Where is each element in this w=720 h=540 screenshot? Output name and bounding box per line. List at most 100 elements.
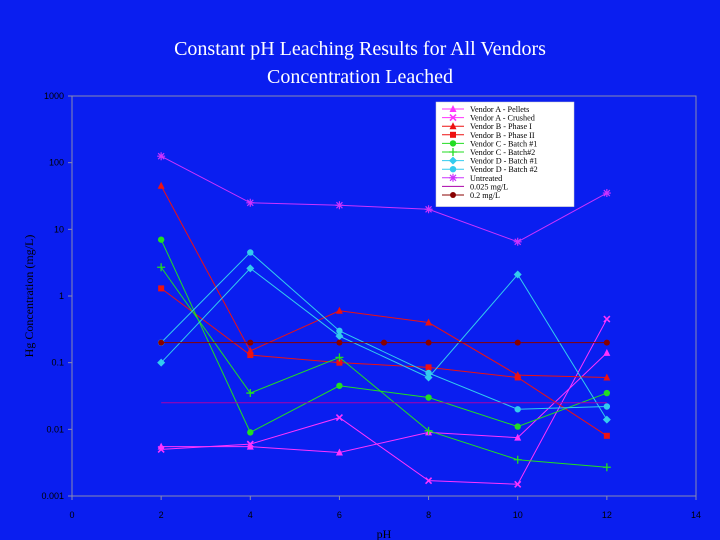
legend-swatch-marker — [449, 140, 457, 147]
legend-label: Untreated — [470, 174, 502, 183]
legend-label: Vendor B - Phase II — [470, 131, 535, 140]
x-tick-label: 12 — [602, 510, 612, 520]
data-point — [157, 445, 165, 453]
data-point — [513, 270, 522, 279]
legend-label: Vendor A - Pellets — [470, 105, 529, 114]
data-point — [246, 440, 254, 448]
series-line-3 — [160, 288, 608, 437]
data-point — [335, 414, 343, 422]
y-tick-label: 100 — [49, 158, 64, 168]
data-point — [158, 285, 165, 292]
y-tick-label: 0.01 — [46, 424, 64, 434]
data-point — [335, 332, 344, 341]
series-line-6 — [160, 267, 608, 420]
data-point — [603, 432, 610, 439]
data-point — [425, 339, 432, 346]
legend-swatch-marker — [449, 122, 457, 130]
data-point — [157, 236, 165, 243]
data-point — [514, 480, 522, 488]
data-point — [247, 249, 254, 256]
data-point — [424, 205, 433, 214]
series-line-5 — [160, 266, 607, 468]
y-tick-label: 0.001 — [41, 491, 64, 501]
data-point — [157, 152, 166, 161]
series-line-2 — [160, 185, 607, 378]
data-point — [603, 403, 611, 410]
data-point — [603, 348, 611, 356]
data-point — [246, 264, 255, 273]
data-point — [514, 423, 521, 430]
data-point — [335, 201, 344, 210]
data-point — [513, 455, 522, 464]
legend-swatch-marker — [449, 166, 457, 173]
data-point — [335, 353, 344, 362]
y-tick-label: 1 — [59, 291, 64, 301]
legend-label: Vendor C - Batch #1 — [470, 139, 537, 148]
data-point — [336, 327, 343, 335]
legend-swatch-marker — [449, 148, 457, 156]
data-point — [603, 339, 610, 346]
data-point — [603, 389, 611, 397]
data-point — [602, 415, 611, 424]
chart-title: Constant pH Leaching Results for All Ven… — [174, 38, 546, 60]
x-tick-label: 4 — [248, 510, 253, 520]
data-point — [602, 189, 611, 198]
data-point — [336, 359, 343, 366]
data-point — [514, 433, 522, 441]
data-point — [425, 394, 432, 401]
legend-swatch-marker — [449, 173, 457, 182]
data-point — [336, 382, 343, 389]
data-point — [247, 339, 254, 346]
data-point — [425, 318, 433, 326]
x-tick-label: 14 — [691, 510, 701, 520]
y-tick-label: 1000 — [44, 91, 64, 101]
series-line-7 — [160, 251, 607, 410]
data-point — [246, 442, 254, 450]
legend-label: Vendor A - Crushed — [470, 114, 535, 123]
legend-label: 0.2 mg/L — [470, 191, 500, 200]
data-point — [336, 339, 343, 346]
data-point — [246, 389, 255, 398]
data-point — [425, 369, 432, 377]
legend-label: Vendor D - Batch #1 — [470, 157, 538, 166]
data-point — [424, 426, 433, 435]
data-point — [602, 463, 611, 472]
data-point — [335, 306, 343, 314]
data-point — [514, 339, 521, 346]
legend-box — [435, 101, 575, 207]
data-point — [513, 237, 522, 246]
data-point — [514, 374, 521, 381]
series-line-4 — [160, 239, 608, 434]
data-point — [158, 339, 165, 346]
data-point — [514, 406, 521, 413]
data-point — [157, 181, 165, 189]
data-point — [157, 358, 166, 367]
legend-swatch-marker — [449, 114, 457, 122]
legend-swatch-marker — [449, 156, 457, 165]
data-point — [603, 315, 611, 323]
x-tick-label: 10 — [513, 510, 523, 520]
plot-frame — [71, 95, 697, 497]
data-point — [381, 339, 387, 346]
y-axis-label: Hg Concentration (mg/L) — [22, 235, 36, 358]
legend-label: 0.025 mg/L — [470, 182, 508, 191]
series-line-0 — [161, 352, 608, 453]
legend-label: Vendor D - Batch #2 — [470, 165, 538, 174]
y-tick-label: 0.1 — [51, 358, 64, 368]
series-line-1 — [161, 318, 608, 485]
data-point — [247, 352, 254, 359]
x-axis-label: pH — [377, 527, 392, 540]
data-point — [157, 263, 166, 272]
series-line-8 — [160, 155, 608, 243]
chart-subtitle: Concentration Leached — [266, 66, 454, 88]
x-tick-label: 0 — [69, 510, 74, 520]
data-point — [425, 477, 433, 485]
legend-swatch-marker — [450, 131, 456, 138]
data-point — [246, 198, 255, 207]
legend-label: Vendor B - Phase I — [470, 122, 532, 131]
y-tick-label: 10 — [54, 224, 64, 234]
data-point — [603, 373, 611, 381]
x-tick-label: 6 — [337, 510, 342, 520]
data-point — [247, 429, 254, 436]
